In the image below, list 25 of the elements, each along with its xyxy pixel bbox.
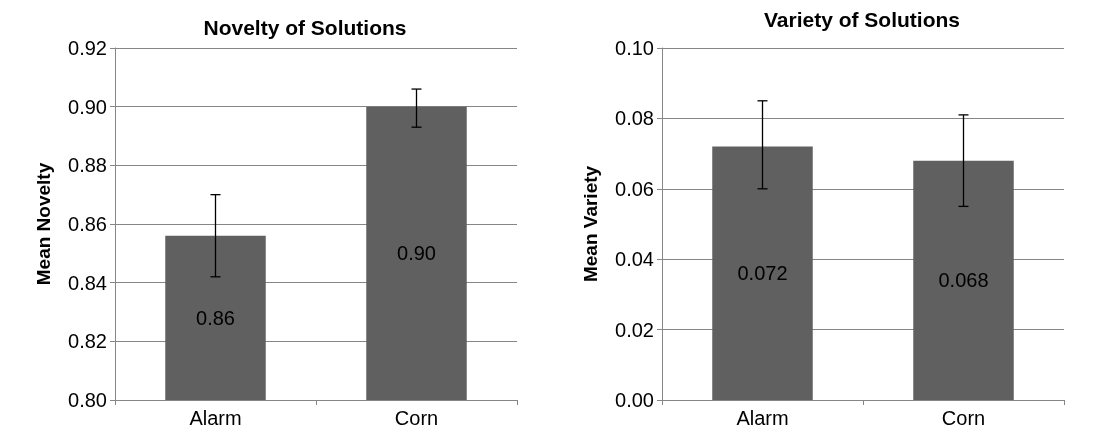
y-tick-label: 0.04 <box>615 248 654 271</box>
chart-title: Variety of Solutions <box>763 8 961 31</box>
y-tick-label: 0.08 <box>615 107 654 130</box>
y-tick-label: 0.84 <box>68 271 107 294</box>
y-tick-label: 0.00 <box>615 389 654 411</box>
y-tick-label: 0.86 <box>68 213 107 235</box>
chart-title: Novelty of Solutions <box>203 16 407 39</box>
y-tick-label: 0.02 <box>615 318 654 341</box>
y-tick-label: 0.90 <box>68 95 107 118</box>
y-tick-label: 0.10 <box>615 37 654 59</box>
x-tick-label: Corn <box>394 407 439 429</box>
x-tick-label: Corn <box>941 407 986 429</box>
y-tick-label: 0.92 <box>68 37 107 59</box>
y-tick-label: 0.82 <box>68 330 107 353</box>
y-axis-title: Mean Novelty <box>33 162 54 286</box>
y-tick-label: 0.80 <box>68 389 107 411</box>
y-tick-label: 0.06 <box>615 177 654 200</box>
data-label: 0.068 <box>938 269 989 292</box>
data-label: 0.072 <box>737 262 788 285</box>
data-label: 0.90 <box>397 242 436 265</box>
y-tick-label: 0.88 <box>68 154 107 177</box>
x-tick-label: Alarm <box>736 407 789 429</box>
y-axis-title: Mean Variety <box>580 165 601 283</box>
x-tick-label: Alarm <box>189 407 242 429</box>
data-label: 0.86 <box>196 306 235 329</box>
